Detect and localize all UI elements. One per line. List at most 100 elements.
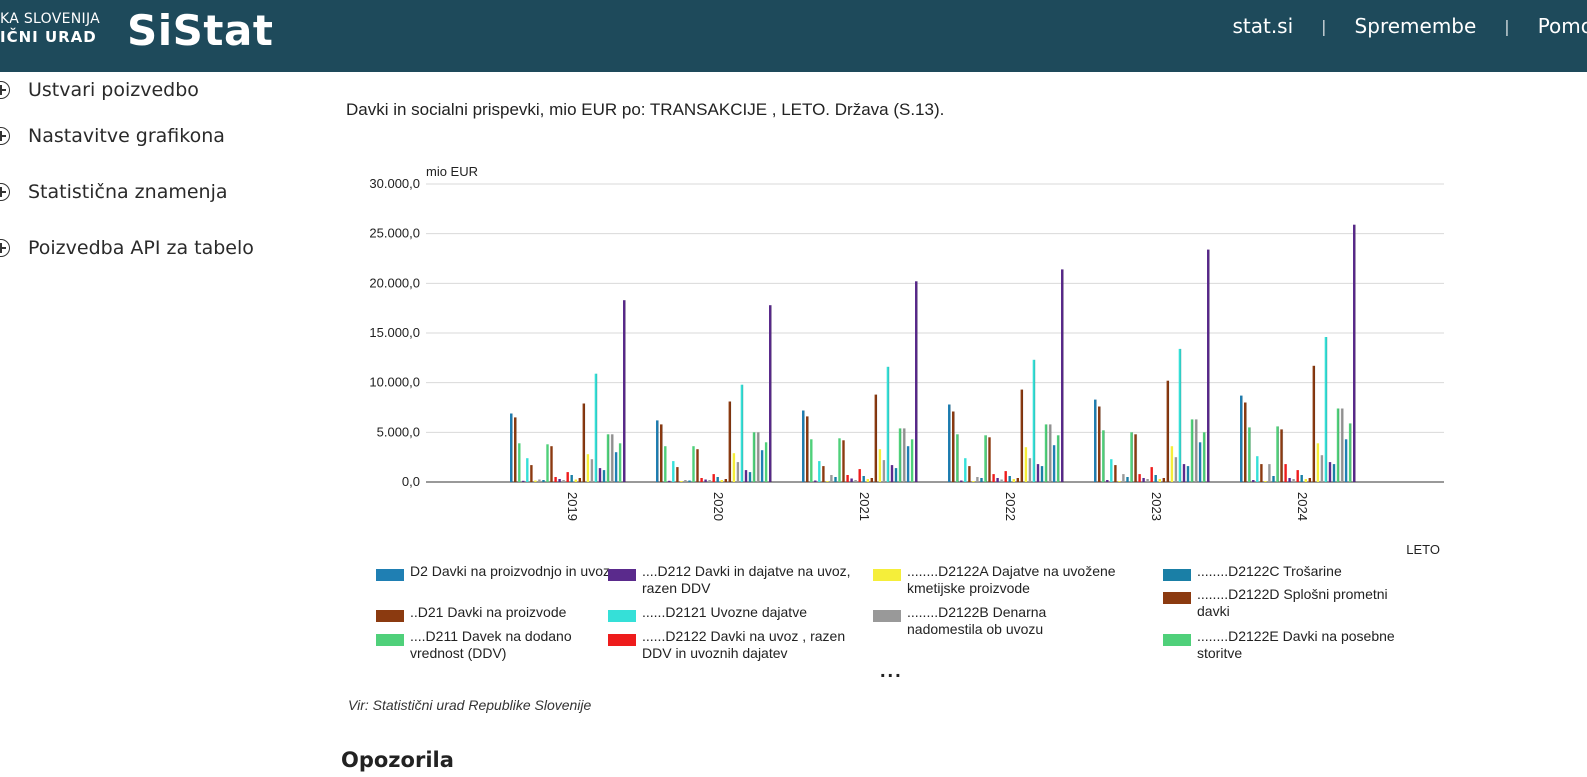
sidebar-item-label: Poizvedba API za tabelo <box>28 237 254 259</box>
bar <box>554 477 557 482</box>
bar <box>538 479 541 482</box>
legend-item[interactable]: ..D21 Davki na proizvode <box>376 604 626 622</box>
bar <box>1292 479 1295 482</box>
legend-swatch <box>1163 569 1191 581</box>
bar <box>1198 442 1202 482</box>
legend-item[interactable]: ........D2122B Denarna nadomestila ob uv… <box>873 604 1123 638</box>
chart-legend: D2 Davki na proizvodnjo in uvoz ..D21 Dav… <box>376 563 1456 665</box>
bar-shade <box>1099 406 1101 482</box>
legend-item[interactable]: ........D2122A Dajatve na uvožene kmetij… <box>873 563 1123 597</box>
bar <box>748 472 752 482</box>
bar <box>980 478 983 482</box>
legend-label: ........D2122B Denarna nadomestila ob uv… <box>907 604 1047 637</box>
bar-shade <box>1196 419 1198 482</box>
bar <box>618 443 622 482</box>
legend-label: ......D2121 Uvozne dajatve <box>642 604 807 620</box>
bar-shade <box>1338 408 1340 482</box>
x-axis-label: LETO <box>1406 542 1440 557</box>
bar <box>578 478 581 482</box>
bar-shade <box>730 401 732 482</box>
bar <box>894 468 898 482</box>
bar-shade <box>900 428 902 482</box>
bar <box>1324 337 1328 482</box>
agency-logo-text[interactable]: KA SLOVENIJA IČNI URAD <box>0 10 100 46</box>
bar-shade <box>1192 419 1194 482</box>
legend-swatch <box>376 634 404 646</box>
bar-shade <box>624 300 626 482</box>
legend-item[interactable]: ......D2122 Davki na uvoz , razen DDV in… <box>608 628 858 662</box>
bar <box>1312 365 1315 482</box>
y-tick-label: 25.000,0 <box>369 226 420 241</box>
y-tick-label: 20.000,0 <box>369 275 420 290</box>
bar <box>1004 471 1007 482</box>
bar-shade <box>1314 365 1316 482</box>
agency-name-line2: IČNI URAD <box>0 28 97 46</box>
bar <box>676 467 679 482</box>
bar <box>802 410 805 482</box>
legend-more-button[interactable]: ... <box>880 660 903 682</box>
bar <box>688 480 691 482</box>
legend-item[interactable]: ........D2122E Davki na posebne storitve <box>1163 628 1413 662</box>
bar <box>602 470 606 482</box>
bar <box>534 480 537 482</box>
sidebar-item-poizvedba-api[interactable]: Poizvedba API za tabelo <box>0 220 312 276</box>
legend-item[interactable]: ....D212 Davki in dajatve na uvoz, razen… <box>608 563 858 597</box>
legend-item[interactable]: ........D2122D Splošni prometni davki <box>1163 586 1413 620</box>
sidebar-item-statisticna-znamenja[interactable]: Statistična znamenja <box>0 164 312 220</box>
bar <box>696 449 699 482</box>
legend-item[interactable]: ......D2121 Uvozne dajatve <box>608 604 858 622</box>
bar <box>915 281 918 482</box>
bar <box>1048 424 1052 482</box>
bar <box>854 480 857 482</box>
bar <box>1320 455 1324 482</box>
bar <box>996 478 999 482</box>
nav-separator: | <box>1321 16 1327 36</box>
legend-label: ........D2122C Trošarine <box>1197 563 1342 579</box>
nav-link-pomoc[interactable]: Pomo <box>1537 14 1587 38</box>
sidebar-item-label: Statistična znamenja <box>28 181 228 203</box>
bar <box>826 481 829 482</box>
bar <box>574 479 577 482</box>
bar <box>1272 476 1275 482</box>
legend-item[interactable]: ........D2122C Trošarine <box>1163 563 1413 581</box>
bar <box>846 475 849 482</box>
bar-shade <box>904 428 906 482</box>
bar <box>1280 429 1283 482</box>
bar <box>818 461 821 482</box>
legend-label: ........D2122A Dajatve na uvožene kmetij… <box>907 563 1116 596</box>
legend-swatch <box>376 569 404 581</box>
legend-item[interactable]: ....D211 Davek na dodano vrednost (DDV) <box>376 628 626 662</box>
sidebar-item-nastavitve-grafikona[interactable]: Nastavitve grafikona <box>0 108 312 164</box>
bar <box>1098 406 1101 482</box>
nav-link-spremembe[interactable]: Spremembe <box>1354 14 1477 38</box>
legend-swatch <box>1163 592 1191 604</box>
bar <box>542 480 545 482</box>
bar-shade <box>916 281 918 482</box>
bar <box>716 477 719 482</box>
bar <box>810 439 813 482</box>
bar-shade <box>1278 426 1279 482</box>
bar <box>684 480 687 482</box>
bar <box>1162 478 1165 482</box>
legend-swatch <box>873 569 901 581</box>
legend-item[interactable]: D2 Davki na proizvodnjo in uvoz <box>376 563 626 581</box>
sidebar-item-ustvari-poizvedbo[interactable]: Ustvari poizvedbo <box>0 72 312 108</box>
bar <box>692 446 695 482</box>
bar <box>964 458 967 482</box>
bar-shade <box>807 416 809 482</box>
bar <box>1102 430 1105 482</box>
bar <box>1106 480 1109 482</box>
bar <box>1114 465 1117 482</box>
bar <box>830 475 833 482</box>
bar <box>1122 474 1125 482</box>
bar <box>712 474 715 482</box>
bar <box>1284 464 1287 482</box>
y-tick-label: 10.000,0 <box>369 375 420 390</box>
nav-link-stat-si[interactable]: stat.si <box>1232 14 1294 38</box>
sidebar-item-label: Nastavitve grafikona <box>28 125 225 147</box>
sistat-logo[interactable]: SiStat <box>127 6 274 55</box>
bar <box>558 479 561 482</box>
legend-label: ........D2122D Splošni prometni davki <box>1197 586 1388 619</box>
bar-shade <box>1282 429 1284 482</box>
bar <box>724 479 727 482</box>
